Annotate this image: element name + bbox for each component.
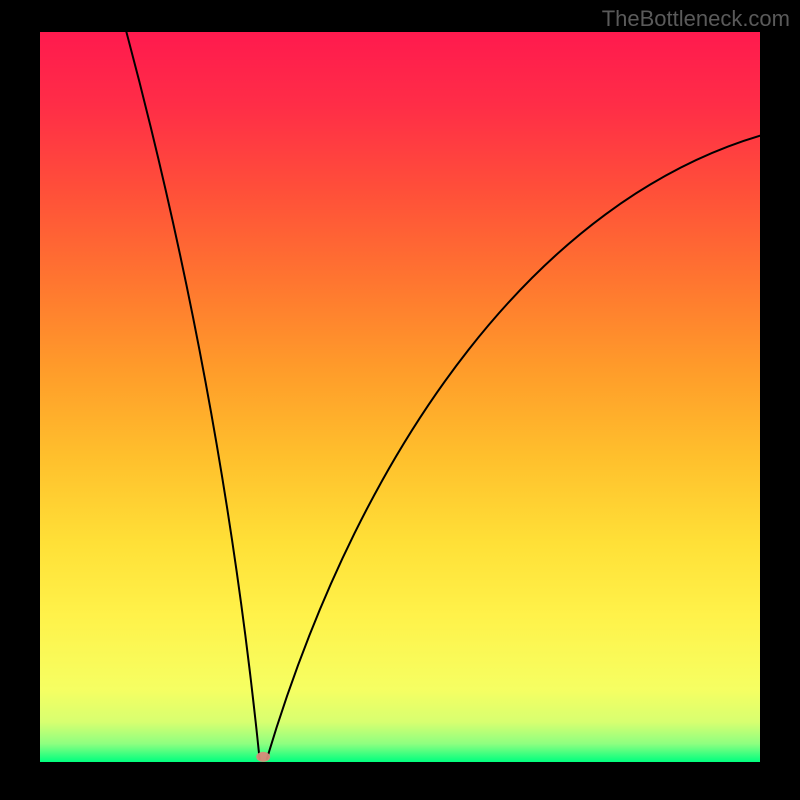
gradient-background <box>40 32 760 762</box>
watermark-text: TheBottleneck.com <box>602 8 790 30</box>
plot-area <box>40 32 760 762</box>
plot-svg <box>40 32 760 762</box>
canvas: TheBottleneck.com <box>0 0 800 800</box>
curve-min-marker <box>256 752 270 762</box>
